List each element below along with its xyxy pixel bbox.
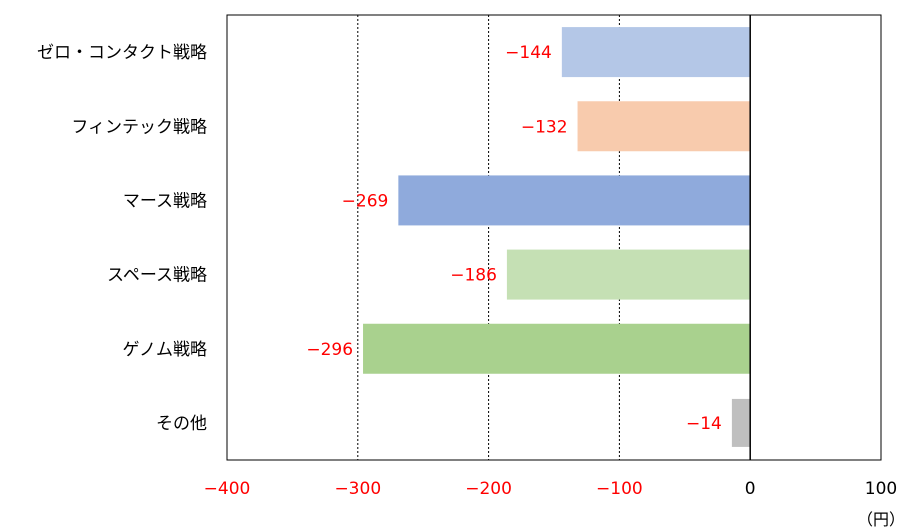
bar-1 [577, 101, 751, 152]
x-tick-label-5: 100 [865, 479, 897, 499]
bar-2 [398, 175, 751, 226]
category-label-0: ゼロ・コンタクト戦略 [37, 43, 207, 63]
x-tick-label-2: −200 [465, 479, 512, 499]
data-label-0: −144 [505, 43, 552, 63]
x-tick-label-4: 0 [745, 479, 756, 499]
category-label-4: ゲノム戦略 [123, 340, 208, 360]
data-labels: −144 −132 −269 −186 −296 −14 [306, 43, 722, 434]
bars [363, 27, 751, 447]
category-label-5: その他 [156, 414, 207, 434]
data-label-3: −186 [450, 266, 497, 286]
unit-label: （円） [857, 510, 905, 529]
x-tick-label-3: −100 [596, 479, 643, 499]
data-label-1: −132 [521, 117, 568, 137]
category-label-1: フィンテック戦略 [71, 117, 207, 137]
category-label-2: マース戦略 [123, 191, 207, 211]
plot-area-frame [226, 14, 882, 461]
data-label-2: −269 [342, 191, 389, 211]
bar-4 [363, 323, 751, 374]
x-tick-label-0: −400 [204, 479, 251, 499]
data-label-4: −296 [306, 340, 353, 360]
bar-5 [731, 398, 751, 447]
x-tick-label-1: −300 [334, 479, 381, 499]
bar-3 [506, 249, 751, 300]
bar-0 [561, 27, 751, 78]
data-label-5: −14 [686, 414, 722, 434]
x-axis-tick-labels: −400 −300 −200 −100 0 100 [204, 479, 898, 499]
category-label-3: スペース戦略 [107, 266, 207, 286]
gridlines [357, 15, 620, 460]
